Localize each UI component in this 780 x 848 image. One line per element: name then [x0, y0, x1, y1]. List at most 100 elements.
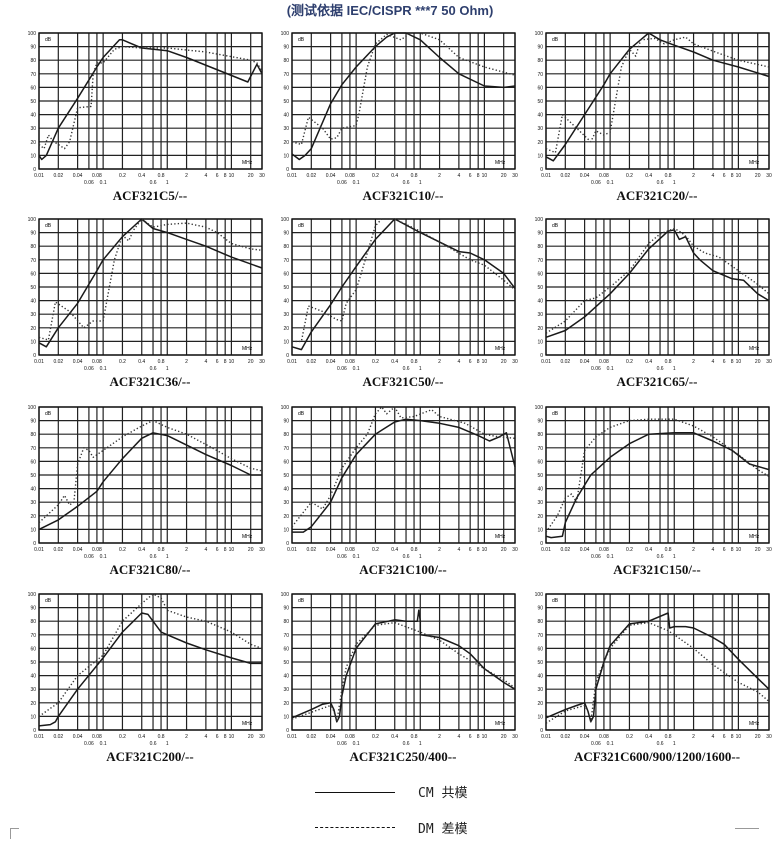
dm-series-line: [291, 621, 516, 723]
y-tick-label: 20: [537, 701, 543, 707]
dm-series-line: [291, 406, 516, 528]
y-tick-label: 50: [283, 660, 289, 666]
x-tick-label: 4: [204, 547, 207, 553]
x-tick-label: 0.1: [607, 366, 614, 372]
y-tick-label: 50: [537, 285, 543, 291]
y-tick-label: 10: [30, 527, 36, 533]
y-tick-label: 0: [286, 167, 289, 173]
cm-series-line: [38, 612, 262, 727]
y-tick-label: 100: [281, 592, 290, 598]
y-tick-label: 30: [283, 500, 289, 506]
x-tick-label: 0.08: [599, 547, 609, 553]
x-tick-label: 10: [736, 359, 742, 365]
y-tick-label: 10: [537, 339, 543, 345]
x-tick-label: 1: [419, 180, 422, 186]
y-tick-label: 70: [537, 72, 543, 78]
x-tick-label: 8: [224, 173, 227, 179]
x-axis-unit: MHz: [242, 160, 253, 166]
dm-series-line: [38, 419, 263, 524]
y-tick-label: 80: [283, 432, 289, 438]
y-tick-label: 20: [30, 514, 36, 520]
y-tick-label: 50: [30, 660, 36, 666]
y-tick-label: 80: [30, 619, 36, 625]
x-tick-label: 0.4: [645, 547, 652, 553]
x-tick-label: 0.8: [411, 173, 418, 179]
chart-title: ACF321C50/--: [362, 374, 444, 389]
x-tick-label: 30: [512, 173, 518, 179]
y-tick-label: 50: [283, 99, 289, 105]
x-axis-unit: MHz: [749, 346, 760, 352]
y-tick-label: 40: [30, 113, 36, 119]
x-tick-label: 0.06: [84, 180, 94, 186]
y-tick-label: 80: [537, 244, 543, 250]
x-tick-label: 0.04: [580, 547, 590, 553]
dm-series-line: [545, 36, 770, 154]
y-tick-label: 10: [537, 153, 543, 159]
y-tick-label: 60: [537, 85, 543, 91]
x-tick-label: 0.1: [353, 366, 360, 372]
x-tick-label: 10: [736, 173, 742, 179]
x-tick-label: 6: [723, 173, 726, 179]
x-tick-label: 2: [438, 547, 441, 553]
y-tick-label: 40: [537, 299, 543, 305]
x-tick-label: 0.08: [345, 359, 355, 365]
legend-cm-label: CM 共模: [418, 786, 468, 801]
x-tick-label: 0.01: [287, 734, 297, 740]
x-tick-label: 30: [512, 359, 518, 365]
cm-series-line: [545, 32, 770, 162]
x-tick-label: 30: [259, 734, 265, 740]
x-axis-unit: MHz: [242, 534, 253, 540]
y-tick-label: 50: [30, 285, 36, 291]
x-tick-label: 0.02: [560, 547, 570, 553]
y-tick-label: 70: [283, 633, 289, 639]
x-tick-label: 0.06: [337, 741, 347, 747]
y-tick-label: 0: [540, 541, 543, 547]
cm-series-line: [291, 609, 516, 723]
x-tick-label: 0.08: [599, 734, 609, 740]
x-tick-label: 20: [248, 547, 254, 553]
x-tick-label: 0.4: [138, 547, 145, 553]
y-tick-label: 90: [283, 606, 289, 612]
y-tick-label: 0: [540, 167, 543, 173]
x-tick-label: 0.06: [84, 366, 94, 372]
x-tick-label: 6: [723, 359, 726, 365]
x-tick-label: 0.1: [353, 554, 360, 560]
y-tick-label: 70: [30, 633, 36, 639]
x-tick-label: 0.06: [84, 554, 94, 560]
y-tick-label: 0: [286, 353, 289, 359]
y-tick-label: 0: [33, 728, 36, 734]
y-axis-unit: dB: [45, 223, 52, 229]
y-tick-label: 40: [30, 674, 36, 680]
x-tick-label: 30: [766, 173, 772, 179]
y-tick-label: 30: [283, 687, 289, 693]
x-tick-label: 0.8: [665, 359, 672, 365]
x-tick-label: 0.4: [138, 734, 145, 740]
y-tick-label: 100: [535, 217, 544, 223]
chart-12: 0 10 20 30 40 50 60 70 80 90 100 0.01 0.02 0.04 0.06 0.…: [526, 592, 780, 772]
cm-series-line: [38, 39, 263, 161]
y-tick-label: 20: [30, 326, 36, 332]
x-tick-label: 0.08: [599, 359, 609, 365]
y-tick-label: 20: [30, 701, 36, 707]
cm-series-line: [291, 32, 516, 161]
x-tick-label: 0.04: [73, 359, 83, 365]
chart-10: 0 10 20 30 40 50 60 70 80 90 100 0.01 0.02 0.04 0.06 0.…: [19, 592, 281, 772]
y-tick-label: 60: [283, 271, 289, 277]
x-tick-label: 6: [469, 173, 472, 179]
y-tick-label: 80: [30, 244, 36, 250]
x-tick-label: 2: [438, 173, 441, 179]
x-tick-label: 1: [419, 554, 422, 560]
y-tick-label: 100: [28, 31, 37, 37]
x-tick-label: 0.6: [403, 741, 410, 747]
x-tick-label: 0.01: [541, 173, 551, 179]
chart-title: ACF321C100/--: [359, 562, 447, 577]
y-axis-unit: dB: [45, 37, 52, 43]
x-tick-label: 4: [204, 359, 207, 365]
x-tick-label: 2: [185, 173, 188, 179]
plot-frame: [545, 593, 770, 731]
x-tick-label: 0.04: [326, 734, 336, 740]
y-tick-label: 40: [537, 113, 543, 119]
